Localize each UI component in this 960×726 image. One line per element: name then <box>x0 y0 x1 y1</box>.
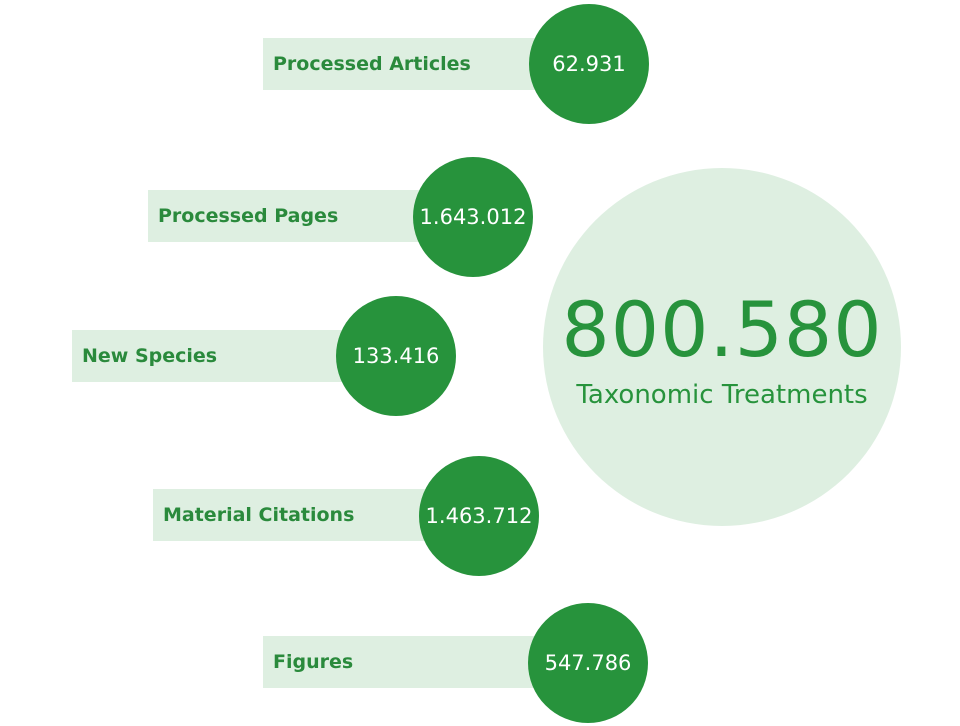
stat-label-figures: Figures <box>273 651 354 673</box>
stat-circle-new-species: 133.416 <box>336 296 456 416</box>
stat-circle-processed-pages: 1.643.012 <box>413 157 533 277</box>
stat-circle-processed-articles: 62.931 <box>529 4 649 124</box>
stat-label-processed-articles: Processed Articles <box>273 53 471 75</box>
stat-value-new-species: 133.416 <box>352 344 440 368</box>
stat-bar-processed-articles: Processed Articles <box>263 38 563 90</box>
hero-circle: 800.580 Taxonomic Treatments <box>543 168 901 526</box>
stat-circle-material-citations: 1.463.712 <box>419 456 539 576</box>
stat-bar-figures: Figures <box>263 636 563 688</box>
stat-label-new-species: New Species <box>82 345 218 367</box>
stat-bar-processed-pages: Processed Pages <box>148 190 448 242</box>
stat-label-processed-pages: Processed Pages <box>158 205 339 227</box>
stat-circle-figures: 547.786 <box>528 603 648 723</box>
stat-value-processed-articles: 62.931 <box>552 52 626 76</box>
stat-bar-new-species: New Species <box>72 330 372 382</box>
stat-value-material-citations: 1.463.712 <box>425 504 533 528</box>
hero-value: 800.580 <box>561 285 883 374</box>
stat-value-figures: 547.786 <box>544 651 632 675</box>
stat-bar-material-citations: Material Citations <box>153 489 453 541</box>
stat-value-processed-pages: 1.643.012 <box>419 205 527 229</box>
stat-label-material-citations: Material Citations <box>163 504 355 526</box>
hero-label: Taxonomic Treatments <box>576 380 868 410</box>
